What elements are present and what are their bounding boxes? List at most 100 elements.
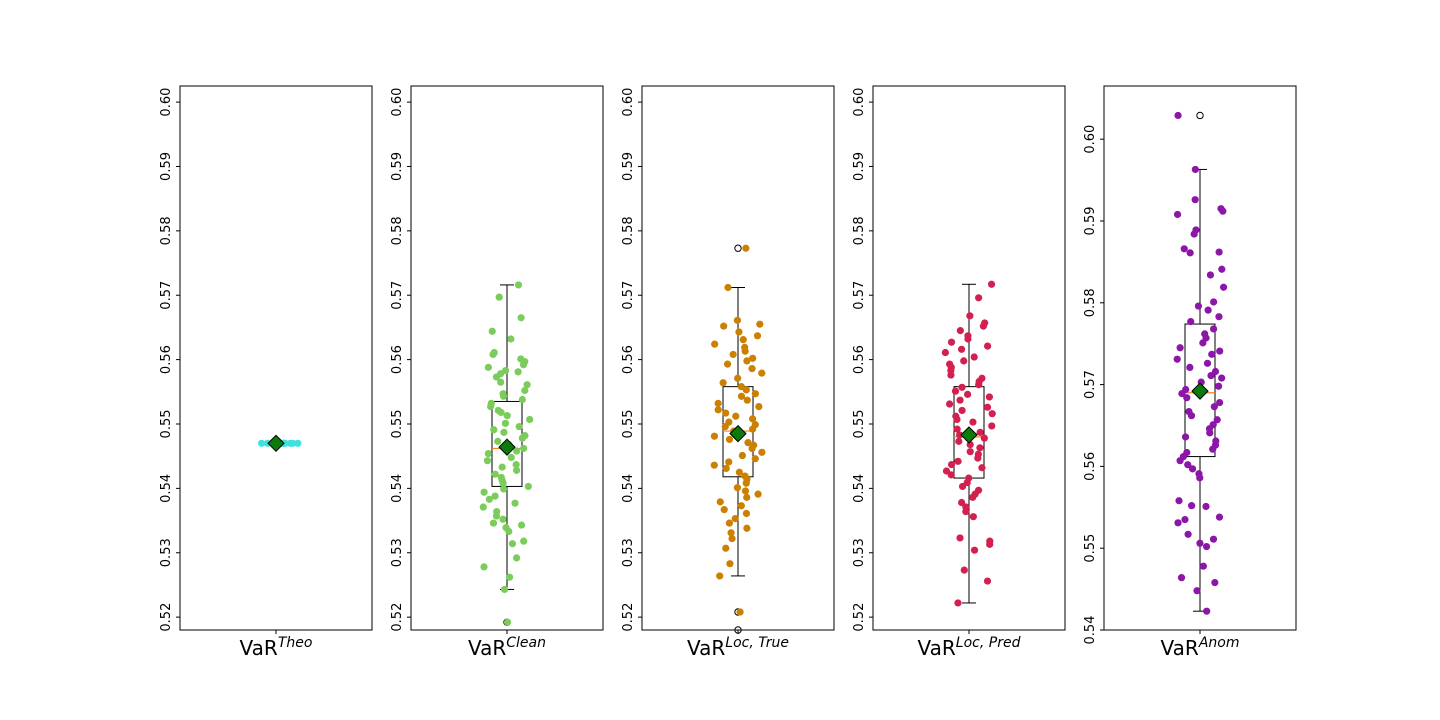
data-point (966, 448, 974, 456)
y-tick-label: 0.58 (852, 216, 867, 245)
data-point (733, 484, 742, 492)
data-point (725, 458, 733, 466)
y-tick-label: 0.55 (852, 410, 867, 439)
y-tick-label: 0.57 (852, 281, 867, 310)
y-tick-label: 0.54 (159, 474, 174, 503)
outlier-marker (734, 244, 742, 252)
data-point (500, 428, 508, 436)
data-point (518, 434, 526, 442)
data-point (1219, 207, 1227, 215)
category-base: VaR (687, 636, 725, 660)
data-point (969, 493, 977, 501)
data-point (716, 572, 724, 580)
data-point (1219, 283, 1228, 291)
data-point (1208, 350, 1216, 358)
data-point (729, 350, 737, 359)
data-point (743, 493, 751, 501)
data-point (976, 428, 984, 436)
data-point (512, 554, 521, 562)
data-point (957, 498, 966, 507)
panel-3: 0.52 0.53 0.54 0.55 0.56 0.57 0.58 0.59 0.60 VaRL… (621, 85, 835, 660)
data-point (738, 451, 746, 460)
data-point (986, 540, 994, 548)
data-point (1174, 111, 1182, 120)
category-superscript: Anom (1198, 635, 1240, 651)
data-point (1202, 542, 1211, 551)
data-point (966, 312, 974, 320)
data-point (524, 482, 532, 491)
data-point (1204, 306, 1212, 314)
data-point (749, 415, 757, 423)
data-point (1203, 359, 1212, 367)
data-point (480, 488, 488, 496)
data-point (969, 418, 977, 426)
data-point (756, 320, 764, 328)
data-point (1209, 445, 1217, 453)
data-point (1186, 249, 1194, 257)
data-point (521, 386, 529, 395)
data-point (947, 371, 955, 379)
y-tick-label: 0.57 (621, 281, 636, 310)
data-point (1180, 245, 1188, 253)
data-point (744, 439, 752, 447)
data-point (523, 381, 531, 389)
data-point (958, 383, 966, 391)
data-point (955, 437, 963, 445)
data-point (500, 585, 509, 594)
data-point (742, 244, 750, 252)
axes-frame (179, 85, 373, 631)
data-point (960, 566, 968, 574)
y-tick-label: 0.56 (852, 345, 867, 374)
data-point (486, 403, 495, 411)
y-tick-label: 0.55 (621, 410, 636, 439)
data-point (749, 425, 757, 433)
data-point (294, 439, 302, 447)
data-point (720, 506, 728, 514)
data-point (970, 353, 978, 361)
data-point (988, 410, 996, 418)
data-point (734, 374, 742, 382)
data-point (726, 560, 734, 568)
data-point (1188, 502, 1196, 510)
data-point (484, 450, 492, 458)
data-point (987, 280, 996, 288)
category-base: VaR (1161, 636, 1199, 660)
data-point (1187, 317, 1195, 326)
data-point (512, 460, 520, 469)
y-tick-label: 0.53 (159, 538, 174, 567)
category-superscript: Loc, True (725, 635, 789, 651)
data-point (975, 294, 983, 302)
data-point (722, 544, 730, 552)
data-point (1186, 363, 1194, 372)
data-point (714, 406, 722, 414)
data-point (492, 373, 501, 381)
data-point (742, 386, 750, 394)
data-point (499, 515, 507, 523)
y-tick-label: 0.57 (390, 281, 405, 310)
y-tick-label: 0.54 (390, 474, 405, 503)
category-base: VaR (240, 636, 278, 660)
data-point (485, 495, 493, 503)
data-point (1181, 433, 1190, 441)
data-point (954, 457, 962, 465)
data-point (751, 455, 759, 463)
y-tick-label: 0.60 (390, 88, 405, 117)
data-point (983, 342, 992, 350)
data-point (1213, 416, 1221, 424)
data-point (988, 422, 996, 430)
data-point (483, 457, 492, 465)
data-point (508, 540, 517, 548)
data-point (722, 464, 730, 473)
panel-1: 0.52 0.53 0.54 0.55 0.56 0.57 0.58 0.59 0.60 VaRT… (159, 85, 373, 660)
y-tick-label: 0.56 (159, 345, 174, 374)
data-point (970, 546, 979, 554)
y-tick-label: 0.59 (852, 152, 867, 181)
y-tick-label: 0.56 (390, 345, 405, 374)
data-point (503, 618, 512, 626)
data-point (494, 437, 502, 445)
panel-4: 0.52 0.53 0.54 0.55 0.56 0.57 0.58 0.59 0.60 VaRL… (852, 85, 1066, 660)
y-tick-label: 0.57 (159, 281, 174, 310)
data-point (975, 381, 983, 389)
data-point (742, 479, 750, 487)
data-point (942, 467, 951, 475)
